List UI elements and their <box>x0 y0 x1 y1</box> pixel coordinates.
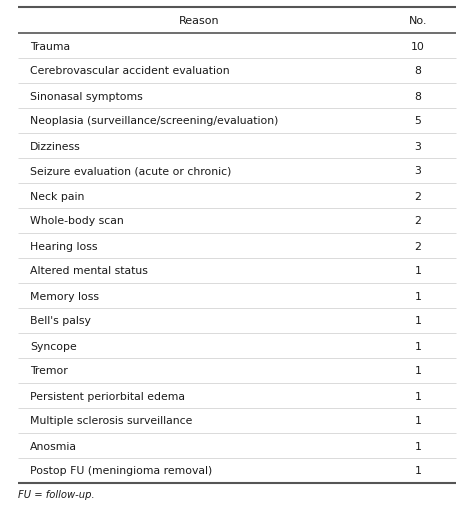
Text: Tremor: Tremor <box>30 366 68 376</box>
Text: Dizziness: Dizziness <box>30 141 81 151</box>
Text: 1: 1 <box>415 316 421 326</box>
Text: 3: 3 <box>415 141 421 151</box>
Text: Reason: Reason <box>179 16 219 26</box>
Text: Neoplasia (surveillance/screening/evaluation): Neoplasia (surveillance/screening/evalua… <box>30 116 278 126</box>
Text: Anosmia: Anosmia <box>30 441 77 450</box>
Text: Memory loss: Memory loss <box>30 291 99 301</box>
Text: 1: 1 <box>415 341 421 351</box>
Text: FU = follow-up.: FU = follow-up. <box>18 489 95 499</box>
Text: Altered mental status: Altered mental status <box>30 266 148 276</box>
Text: Syncope: Syncope <box>30 341 77 351</box>
Text: 2: 2 <box>415 241 421 251</box>
Text: 10: 10 <box>411 41 425 51</box>
Text: 1: 1 <box>415 266 421 276</box>
Text: 1: 1 <box>415 291 421 301</box>
Text: 8: 8 <box>415 91 421 101</box>
Text: Whole-body scan: Whole-body scan <box>30 216 124 226</box>
Text: 3: 3 <box>415 166 421 176</box>
Text: 1: 1 <box>415 466 421 475</box>
Text: 1: 1 <box>415 366 421 376</box>
Text: No.: No. <box>409 16 427 26</box>
Text: Postop FU (meningioma removal): Postop FU (meningioma removal) <box>30 466 212 475</box>
Text: Bell's palsy: Bell's palsy <box>30 316 91 326</box>
Text: Neck pain: Neck pain <box>30 191 84 201</box>
Text: 2: 2 <box>415 216 421 226</box>
Text: 2: 2 <box>415 191 421 201</box>
Text: Sinonasal symptoms: Sinonasal symptoms <box>30 91 143 101</box>
Text: Persistent periorbital edema: Persistent periorbital edema <box>30 391 185 401</box>
Text: 1: 1 <box>415 416 421 426</box>
Text: 1: 1 <box>415 391 421 401</box>
Text: Hearing loss: Hearing loss <box>30 241 98 251</box>
Text: Multiple sclerosis surveillance: Multiple sclerosis surveillance <box>30 416 192 426</box>
Text: Seizure evaluation (acute or chronic): Seizure evaluation (acute or chronic) <box>30 166 231 176</box>
Text: 5: 5 <box>415 116 421 126</box>
Text: Trauma: Trauma <box>30 41 70 51</box>
Text: Cerebrovascular accident evaluation: Cerebrovascular accident evaluation <box>30 66 229 76</box>
Text: 8: 8 <box>415 66 421 76</box>
Text: 1: 1 <box>415 441 421 450</box>
